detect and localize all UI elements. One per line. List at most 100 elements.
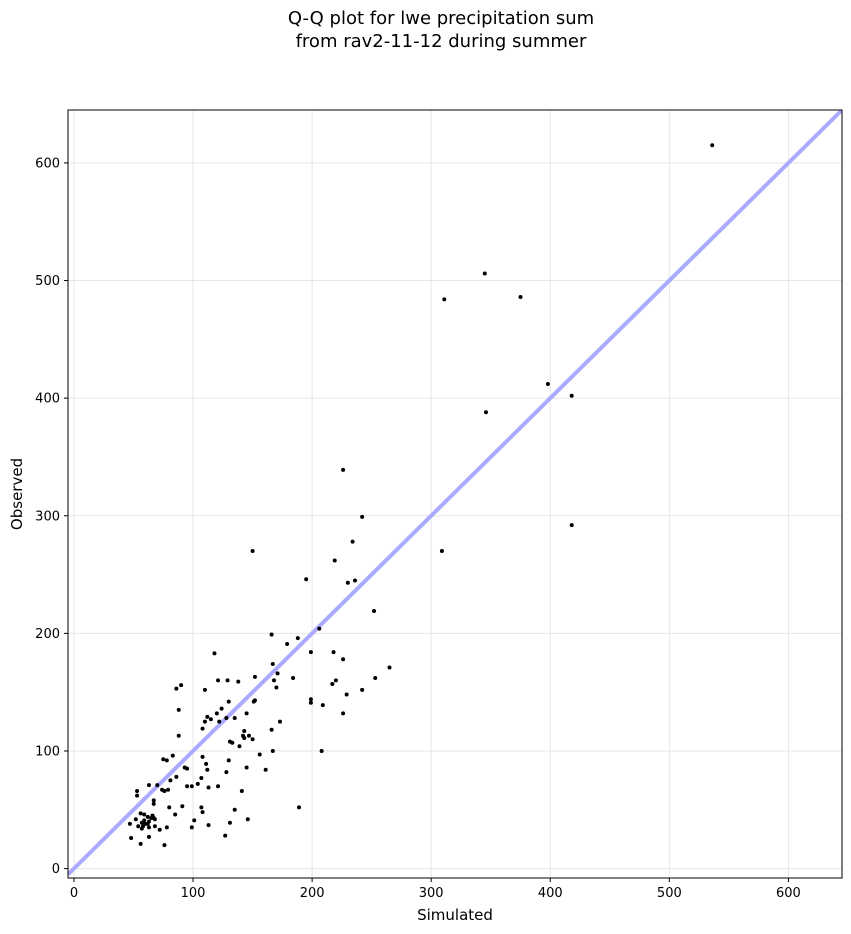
data-point [257,752,262,757]
data-point [146,825,151,830]
data-point [142,812,147,817]
data-point [269,632,274,637]
data-point [146,834,151,839]
y-axis-label: Observed [8,458,26,530]
data-point [373,676,378,681]
data-point [129,836,134,841]
data-point [297,805,302,810]
y-tick-label: 300 [35,509,60,524]
data-point [170,753,175,758]
data-point [344,692,349,697]
data-point [151,816,156,821]
reference-line [68,110,842,876]
data-point [168,778,173,783]
data-point [304,577,309,582]
data-point [482,271,487,276]
data-point [442,297,447,302]
data-point [202,687,207,692]
x-tick-label: 500 [657,886,682,901]
chart-title-line-2: from rav2-11-12 during summer [296,31,587,52]
data-point [151,798,156,803]
data-point [200,754,205,759]
data-point [185,766,190,771]
data-point [212,651,217,656]
data-point [173,812,178,817]
data-point [317,626,322,631]
data-point [345,580,350,585]
data-point [176,733,181,738]
data-point [569,393,574,398]
y-tick-label: 0 [52,862,60,877]
data-point [224,770,229,775]
data-point [135,788,140,793]
data-point [200,810,205,815]
data-point [246,733,251,738]
data-point [291,676,296,681]
data-point [295,636,300,641]
data-point [483,410,488,415]
data-point [174,686,179,691]
y-tick-label: 200 [35,627,60,642]
data-point [320,703,325,708]
data-point [179,683,184,688]
data-point [167,805,172,810]
data-point [216,784,221,789]
data-point [199,805,204,810]
data-points [127,143,715,848]
data-point [189,825,194,830]
data-point [275,671,280,676]
x-tick-label: 0 [70,886,78,901]
data-point [217,719,222,724]
data-point [319,748,324,753]
data-point [352,578,357,583]
data-point [157,827,162,832]
data-point [360,514,365,519]
data-point [270,748,275,753]
data-point [277,719,282,724]
data-point [244,711,249,716]
data-point [208,717,213,722]
data-point [341,711,346,716]
data-point [160,787,165,792]
data-point [199,776,204,781]
data-point [372,609,377,614]
data-point [133,817,138,822]
data-point [161,757,166,762]
data-point [189,784,194,789]
data-point [223,833,228,838]
data-point [138,841,143,846]
data-point [330,681,335,686]
data-point [216,678,221,683]
data-point [232,807,237,812]
plot-frame [67,109,843,879]
data-point [127,821,132,826]
data-point [236,679,241,684]
data-point [308,697,313,702]
data-point [146,783,151,788]
data-point [166,787,171,792]
data-point [569,523,574,528]
data-point [360,687,365,692]
data-point [145,814,150,819]
data-point [200,726,205,731]
data-point [308,700,313,705]
data-point [138,811,143,816]
data-point [174,774,179,779]
data-point [226,699,231,704]
data-point [206,785,211,790]
data-point [250,549,255,554]
data-point [331,650,336,655]
data-point [242,728,247,733]
data-point [176,707,181,712]
data-point [136,824,141,829]
data-point [224,716,229,721]
data-point [180,804,185,809]
data-point [242,736,247,741]
data-point [270,661,275,666]
data-point [202,719,207,724]
data-point [237,744,242,749]
x-tick-label: 400 [538,886,563,901]
data-point [387,665,392,670]
data-point [205,714,210,719]
x-tick-label: 600 [776,886,801,901]
